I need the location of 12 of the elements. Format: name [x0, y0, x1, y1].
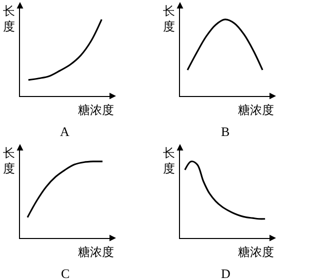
- text: B: [221, 124, 230, 139]
- x-axis-title: 糖浓度: [78, 103, 114, 117]
- text: A: [60, 124, 70, 139]
- y-axis-title: 长度: [3, 4, 15, 34]
- x-axis-title: 糖浓度: [238, 245, 274, 259]
- y-axis-title: 长度: [163, 4, 175, 34]
- text: D: [221, 266, 230, 280]
- x-axis-title: 糖浓度: [78, 245, 114, 259]
- text: C: [61, 266, 70, 280]
- x-axis-title: 糖浓度: [238, 103, 274, 117]
- y-axis-title: 长度: [163, 146, 175, 176]
- y-axis-title: 长度: [3, 146, 15, 176]
